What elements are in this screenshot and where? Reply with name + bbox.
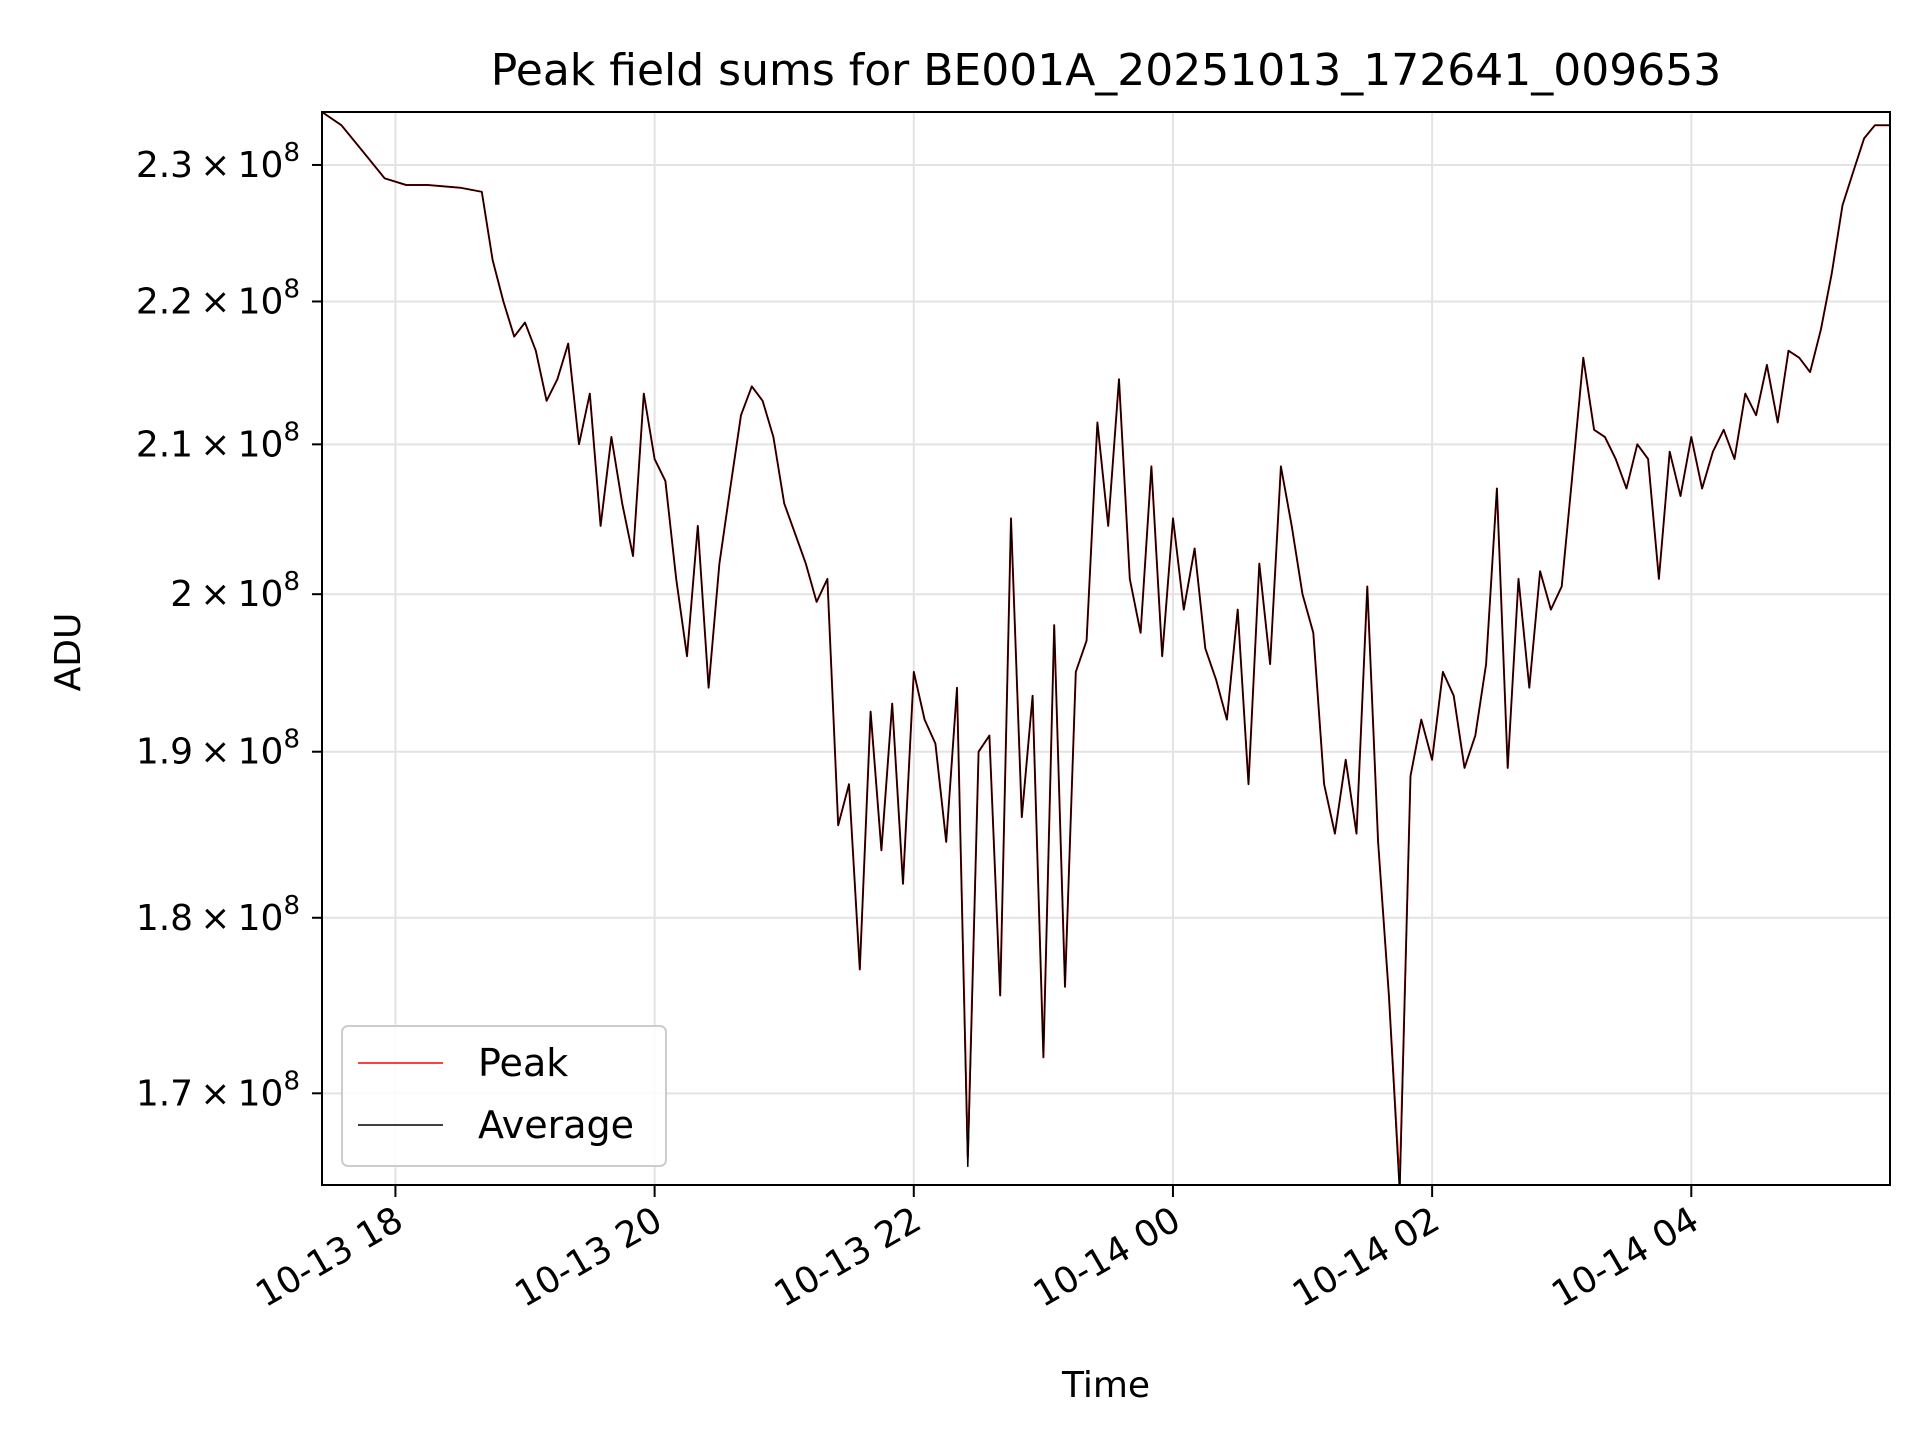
y-tick-times: × 10	[193, 145, 283, 186]
y-tick-times: × 10	[193, 898, 283, 939]
y-axis-label: ADU	[48, 613, 89, 692]
y-tick-times: × 10	[193, 424, 283, 465]
y-tick-base: 1.9	[136, 732, 193, 773]
y-tick-label: 2.1 × 108	[136, 417, 300, 465]
y-tick-label: 2.2 × 108	[136, 274, 300, 322]
x-axis-label: Time	[1061, 1365, 1150, 1406]
y-tick-exponent: 8	[283, 891, 300, 921]
y-tick-label: 1.9 × 108	[136, 725, 300, 773]
y-tick-label: 1.8 × 108	[136, 891, 300, 939]
y-tick-exponent: 8	[283, 725, 300, 755]
y-tick-base: 2.1	[136, 424, 193, 465]
legend: Peak Average	[341, 1025, 667, 1167]
y-tick-base: 2	[170, 574, 193, 615]
y-tick-label: 2.3 × 108	[136, 138, 300, 186]
y-tick-times: × 10	[193, 281, 283, 322]
legend-box	[341, 1025, 667, 1167]
y-tick-label: 2 × 108	[170, 567, 300, 615]
y-tick-base: 2.3	[136, 145, 193, 186]
y-tick-times: × 10	[193, 732, 283, 773]
y-tick-base: 1.8	[136, 898, 193, 939]
plot-frame	[321, 111, 1891, 1186]
legend-label-peak: Peak	[478, 1041, 568, 1085]
y-tick-exponent: 8	[283, 1066, 300, 1096]
y-tick-exponent: 8	[283, 274, 300, 304]
series-line-average	[322, 112, 1890, 1185]
series-lines	[322, 112, 1890, 1185]
y-tick-exponent: 8	[283, 138, 300, 168]
y-tick-times: × 10	[193, 574, 283, 615]
y-tick-times: × 10	[193, 1073, 283, 1114]
y-tick-base: 2.2	[136, 281, 193, 322]
y-tick-label: 1.7 × 108	[136, 1066, 300, 1114]
grid	[322, 112, 1890, 1185]
legend-label-average: Average	[478, 1103, 634, 1147]
chart-title: Peak field sums for BE001A_20251013_1726…	[491, 45, 1721, 96]
y-tick-base: 1.7	[136, 1073, 193, 1114]
y-tick-exponent: 8	[283, 567, 300, 597]
y-tick-exponent: 8	[283, 417, 300, 447]
